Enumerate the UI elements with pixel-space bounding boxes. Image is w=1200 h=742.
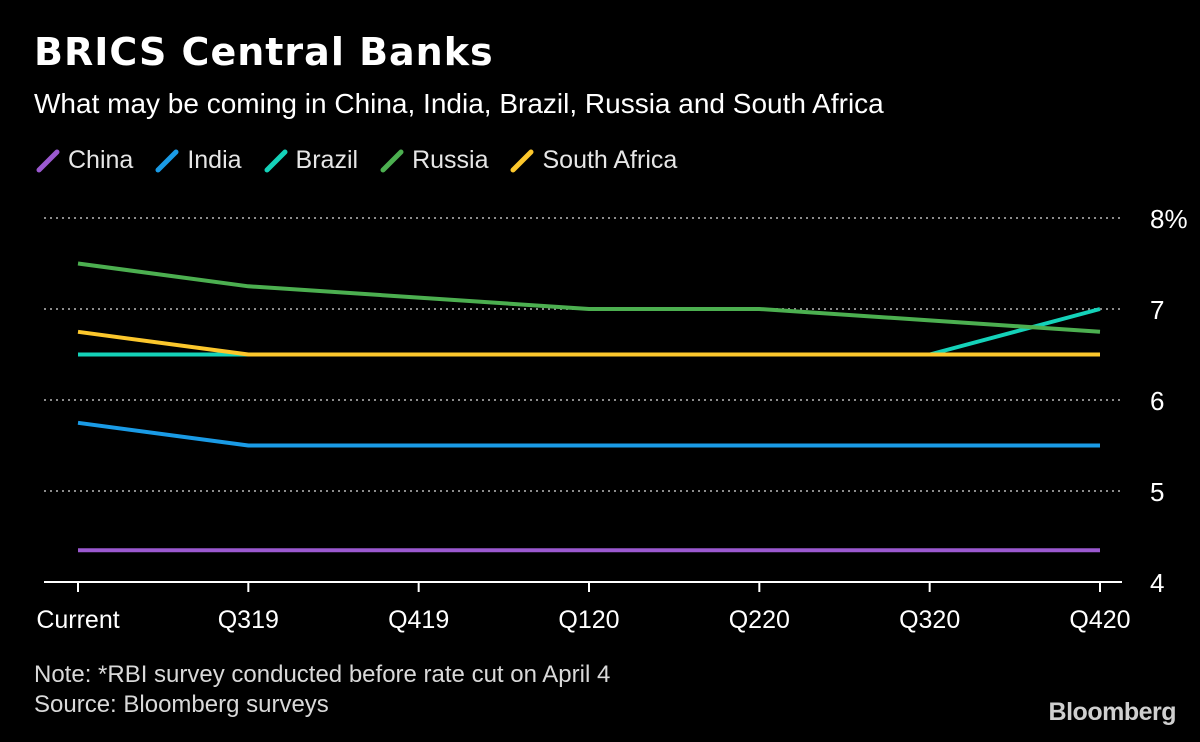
- x-tick-label-q220: Q220: [729, 606, 790, 634]
- chart-subtitle: What may be coming in China, India, Braz…: [34, 88, 884, 119]
- series-line-russia: [77, 261, 1101, 334]
- x-axis: [44, 581, 1122, 592]
- series-line-india: [77, 420, 1100, 448]
- legend-item-south-africa: South Africa: [510, 146, 677, 175]
- y-tick-label-4: 4: [1150, 568, 1164, 598]
- source-text: Source: Bloomberg surveys: [34, 691, 329, 718]
- legend-label-india: India: [187, 146, 242, 174]
- series-line-south-africa: [77, 329, 1100, 357]
- y-tick-label-6: 6: [1150, 386, 1164, 416]
- footnote: Note: *RBI survey conducted before rate …: [34, 660, 610, 720]
- x-tick-label-q419: Q419: [388, 606, 449, 634]
- legend-label-russia: Russia: [412, 146, 489, 174]
- legend-label-china: China: [68, 146, 134, 174]
- legend-swatch-south-africa: [510, 149, 534, 172]
- y-tick-label-5: 5: [1150, 477, 1164, 507]
- note-text: Note: *RBI survey conducted before rate …: [34, 661, 611, 688]
- chart-title: BRICS Central Banks: [34, 30, 494, 74]
- bloomberg-logo: Bloomberg: [1048, 698, 1177, 726]
- y-tick-label-8: 8%: [1150, 204, 1188, 234]
- x-tick-label-q320: Q320: [899, 606, 960, 634]
- legend: China India Brazil Russia South Africa: [36, 146, 699, 175]
- axis-labels: 4 5 6 7 8% Current Q319 Q419 Q120 Q220 Q320 Q420: [36, 204, 1187, 634]
- legend-label-south-africa: South Africa: [542, 146, 678, 174]
- legend-item-brazil: Brazil: [264, 146, 359, 175]
- legend-swatch-brazil: [264, 149, 288, 172]
- legend-label-brazil: Brazil: [295, 146, 359, 174]
- legend-item-india: India: [155, 146, 242, 175]
- x-tick-label-q120: Q120: [558, 606, 619, 634]
- y-tick-label-7: 7: [1150, 295, 1164, 325]
- series-line-brazil: [78, 307, 1101, 357]
- x-tick-label-current: Current: [36, 606, 119, 634]
- legend-swatch-india: [155, 149, 179, 172]
- x-tick-label-q319: Q319: [218, 606, 279, 634]
- legend-item-russia: Russia: [380, 146, 488, 175]
- x-tick-label-q420: Q420: [1069, 606, 1130, 634]
- legend-swatch-china: [36, 149, 60, 172]
- series-lines: [77, 261, 1101, 553]
- legend-item-china: China: [36, 146, 133, 175]
- legend-swatch-russia: [380, 149, 404, 172]
